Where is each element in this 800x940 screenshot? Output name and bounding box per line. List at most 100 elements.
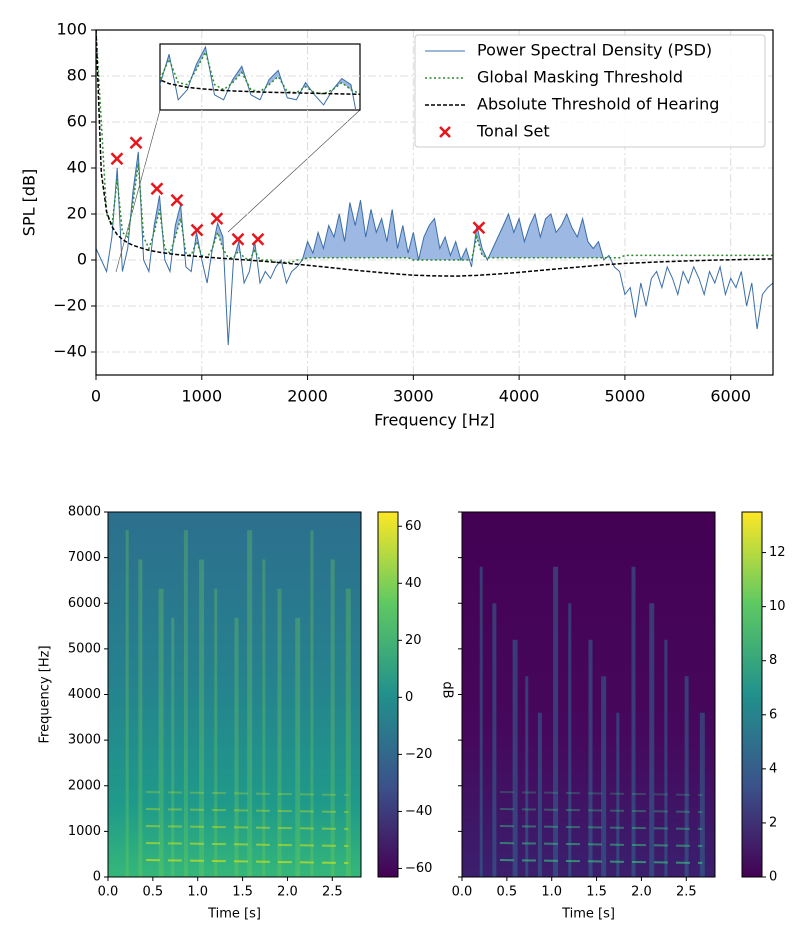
inset-connector bbox=[115, 109, 161, 273]
spectrogram-harmonic bbox=[145, 842, 349, 847]
spectrogram-texture bbox=[525, 676, 529, 877]
plot-layer bbox=[96, 30, 773, 346]
colorbar-tick-label: 10 bbox=[769, 599, 786, 614]
spectrogram-texture bbox=[699, 712, 705, 877]
legend-label: Tonal Set bbox=[476, 122, 550, 141]
series-line bbox=[96, 151, 773, 346]
spectrogram-texture bbox=[125, 530, 129, 877]
spectrogram-harmonic bbox=[499, 842, 703, 847]
x-tick-label: 0.0 bbox=[98, 885, 119, 900]
colorbar-tick-label: 6 bbox=[769, 707, 777, 722]
y-tick-label: 1000 bbox=[68, 824, 101, 839]
x-tick-label: 1.0 bbox=[541, 885, 562, 900]
spectrogram-texture bbox=[277, 588, 282, 877]
spectrogram-harmonic bbox=[499, 859, 703, 864]
spectrogram-harmonic bbox=[499, 791, 703, 796]
series-line bbox=[96, 30, 773, 264]
x-tick-label: 6000 bbox=[710, 387, 751, 406]
spectrogram-texture bbox=[512, 639, 518, 877]
legend-label: Global Masking Threshold bbox=[477, 68, 683, 87]
y-tick-label: 60 bbox=[67, 112, 87, 131]
spectrogram-harmonic bbox=[145, 808, 349, 813]
tonal-marker bbox=[190, 223, 204, 237]
y-tick-label: 0 bbox=[77, 250, 87, 269]
y-tick-label: 7000 bbox=[68, 550, 101, 565]
colorbar bbox=[741, 511, 763, 878]
tonal-marker bbox=[251, 232, 265, 246]
x-tick-label: 0.5 bbox=[497, 885, 518, 900]
x-tick-label: 0.0 bbox=[452, 885, 473, 900]
x-tick-label: 3000 bbox=[393, 387, 434, 406]
inset-psd-above-threshold-fill bbox=[401, 87, 408, 93]
x-tick-label: 5000 bbox=[605, 387, 646, 406]
spectrogram-texture bbox=[537, 712, 542, 877]
colorbar-tick-label: −60 bbox=[405, 861, 432, 876]
x-tick-label: 4000 bbox=[499, 387, 540, 406]
spectrogram-texture bbox=[664, 639, 668, 877]
x-tick-label: 0.5 bbox=[143, 885, 164, 900]
inset-psd-above-threshold-fill bbox=[371, 87, 381, 94]
y-tick-label: −40 bbox=[53, 342, 87, 361]
y-tick-label: 8000 bbox=[68, 505, 101, 520]
tonal-marker bbox=[110, 152, 124, 166]
legend-label: Absolute Threshold of Hearing bbox=[477, 95, 719, 114]
spectrogram-texture bbox=[310, 530, 314, 877]
x-tick-label: 1.5 bbox=[232, 885, 253, 900]
inset-series-line bbox=[160, 50, 360, 95]
legend-marker bbox=[439, 126, 451, 138]
colorbar-label: dB bbox=[440, 681, 455, 698]
spectrogram-texture bbox=[684, 676, 689, 877]
spectrogram-texture bbox=[345, 588, 351, 877]
spectrogram-harmonic bbox=[145, 791, 349, 796]
inset-psd-above-threshold-fill bbox=[782, 80, 800, 94]
colorbar-tick-label: −40 bbox=[405, 804, 432, 819]
spectrogram-texture bbox=[183, 530, 188, 877]
spectrogram-texture bbox=[588, 639, 593, 877]
x-tick-label: 1000 bbox=[181, 387, 222, 406]
x-tick-label: 0 bbox=[91, 387, 101, 406]
y-axis-label: SPL [dB] bbox=[20, 169, 39, 236]
colorbar-tick-label: −20 bbox=[405, 747, 432, 762]
colorbar-tick-label: 20 bbox=[405, 633, 422, 648]
series-line bbox=[96, 30, 773, 277]
spectrogram-texture bbox=[199, 559, 205, 877]
y-tick-label: 100 bbox=[56, 20, 87, 39]
x-axis-label: Time [s] bbox=[561, 907, 615, 922]
colorbar-tick-label: 12 bbox=[769, 545, 786, 560]
x-axis-label: Frequency [Hz] bbox=[374, 411, 495, 430]
inset-psd-above-threshold-fill bbox=[332, 78, 352, 91]
y-tick-label: 6000 bbox=[68, 596, 101, 611]
tonal-marker bbox=[210, 212, 224, 225]
spectrogram-texture bbox=[158, 588, 164, 877]
y-tick-label: 80 bbox=[67, 66, 87, 85]
tonal-marker bbox=[129, 136, 143, 150]
y-tick-label: 20 bbox=[67, 204, 87, 223]
x-tick-label: 2.5 bbox=[676, 885, 697, 900]
colorbar-tick-label: 0 bbox=[405, 690, 413, 705]
inset-connector bbox=[227, 109, 361, 233]
psd-above-threshold-fill bbox=[418, 218, 461, 260]
legend-label: Power Spectral Density (PSD) bbox=[477, 41, 712, 60]
spectrogram-image bbox=[108, 512, 361, 877]
colorbar-tick-label: 40 bbox=[405, 576, 422, 591]
spectrogram-texture bbox=[295, 617, 301, 877]
y-axis-label: Frequency [Hz] bbox=[38, 645, 53, 743]
spectrogram-texture bbox=[601, 676, 607, 877]
colorbar bbox=[377, 511, 399, 878]
spectrogram-texture bbox=[492, 603, 497, 877]
psd-above-threshold-fill bbox=[302, 200, 419, 260]
x-tick-label: 1.0 bbox=[187, 885, 208, 900]
y-tick-label: 0 bbox=[93, 870, 101, 885]
tonal-marker bbox=[150, 182, 164, 196]
y-tick-label: 40 bbox=[67, 158, 87, 177]
x-tick-label: 2.0 bbox=[631, 885, 652, 900]
spectrogram-texture bbox=[649, 603, 655, 877]
colorbar-tick-label: 0 bbox=[769, 870, 777, 885]
axes-frame bbox=[95, 29, 774, 376]
tonal-marker bbox=[170, 193, 184, 207]
spectrogram-texture bbox=[631, 566, 636, 877]
spectrogram-texture bbox=[214, 588, 218, 877]
x-tick-label: 2000 bbox=[287, 387, 328, 406]
spectrogram-harmonic bbox=[499, 808, 703, 813]
